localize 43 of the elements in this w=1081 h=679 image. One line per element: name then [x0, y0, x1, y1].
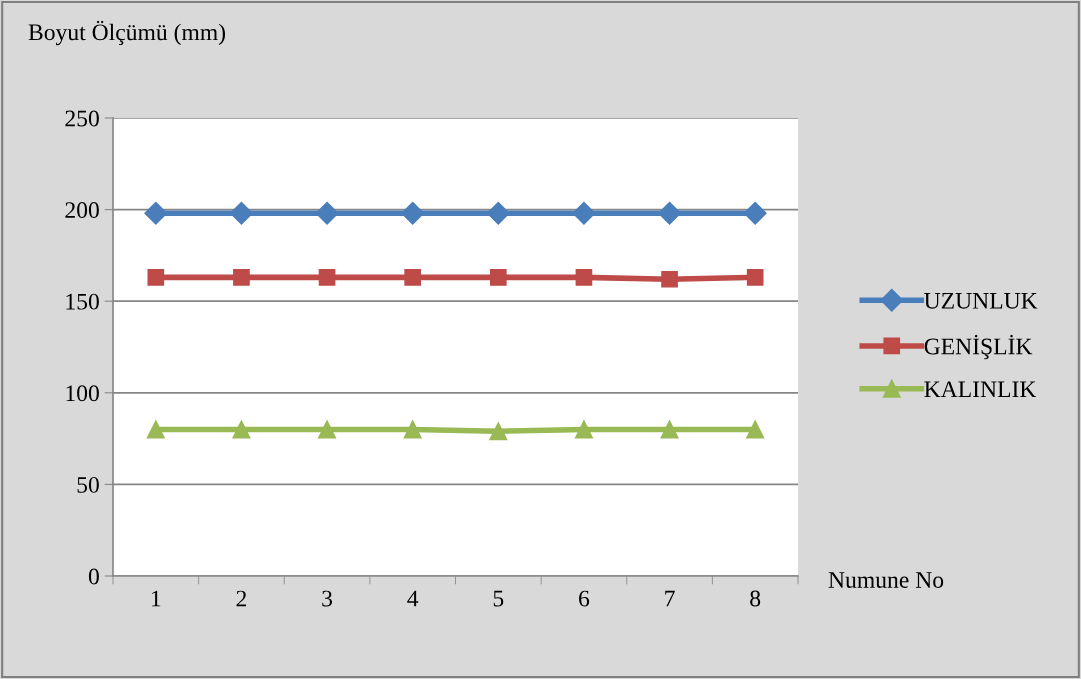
x-axis-title: Numune No	[828, 572, 944, 588]
point	[147, 269, 165, 286]
point	[746, 420, 765, 439]
x-tick-label: 1	[151, 590, 161, 607]
point	[660, 420, 679, 439]
point	[404, 269, 422, 286]
y-tick-label: 250	[65, 110, 99, 127]
y-tick-label: 0	[88, 568, 99, 585]
y-axis-title: Boyut Ölçümü (mm)	[28, 20, 226, 46]
x-tick-label: 5	[493, 590, 504, 607]
point	[403, 420, 422, 439]
point	[318, 420, 337, 439]
y-tick-label: 150	[66, 293, 99, 310]
y-tick-label: 100	[66, 385, 99, 402]
point	[574, 420, 593, 439]
x-tick-label: 8	[750, 590, 761, 607]
point	[746, 269, 764, 286]
point	[229, 201, 253, 225]
point	[232, 420, 251, 439]
point	[489, 269, 507, 286]
x-tick-label: 7	[665, 590, 675, 607]
point	[575, 269, 593, 286]
legend-label: KALINLIK	[924, 381, 1037, 397]
y-tick-label: 50	[77, 476, 99, 493]
y-tick-label: 200	[65, 202, 99, 219]
point	[486, 201, 510, 225]
point	[233, 269, 250, 286]
point	[489, 422, 508, 441]
point	[315, 201, 339, 225]
x-tick-label: 3	[322, 590, 333, 607]
x-tick-label: 2	[236, 590, 247, 607]
point	[661, 270, 678, 288]
point	[572, 201, 596, 225]
point	[743, 201, 767, 225]
point	[146, 420, 165, 439]
point	[318, 269, 336, 286]
point	[401, 201, 425, 225]
x-tick-label: 4	[407, 590, 419, 607]
x-tick-label: 6	[579, 590, 590, 607]
point	[658, 201, 682, 225]
point	[144, 201, 168, 225]
legend-label: UZUNLUK	[924, 293, 1038, 309]
legend-label: GENİŞLİK	[924, 334, 1033, 360]
